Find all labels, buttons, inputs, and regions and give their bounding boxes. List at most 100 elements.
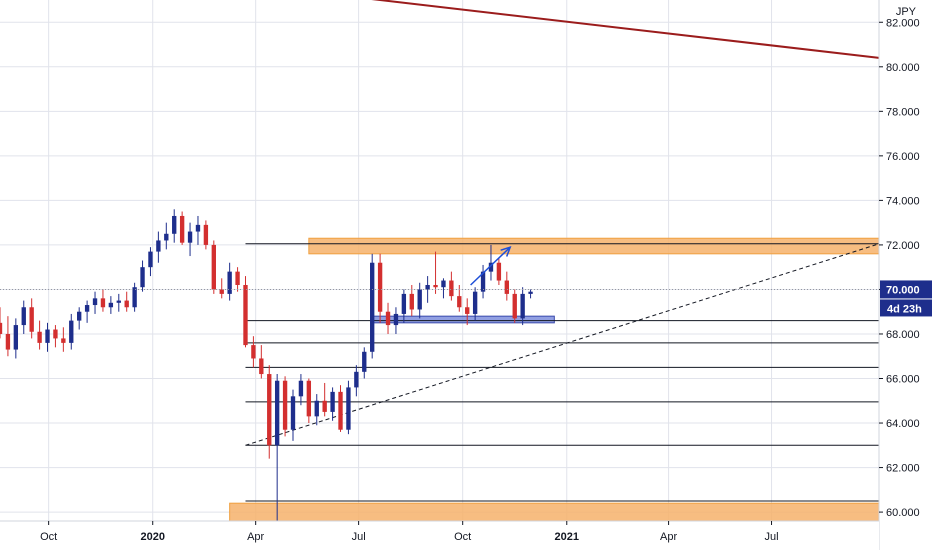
candle-up xyxy=(156,240,161,252)
candle-down xyxy=(61,338,66,343)
candle-up xyxy=(84,305,90,312)
candle-down xyxy=(29,307,34,332)
candle-up xyxy=(132,287,137,308)
candle-up xyxy=(330,391,335,412)
candle-down xyxy=(385,311,391,326)
candle-up xyxy=(393,313,399,326)
candle-down xyxy=(322,400,327,412)
candle-up xyxy=(108,302,114,308)
candle-up xyxy=(425,284,430,290)
time-tick-label: Apr xyxy=(247,531,264,543)
candle-up xyxy=(488,262,494,272)
candle-down xyxy=(496,262,502,281)
candle-up xyxy=(362,351,367,372)
support-zone xyxy=(229,502,880,522)
candle-up xyxy=(69,320,74,343)
price-tick-label: 66.000 xyxy=(886,374,920,386)
candle-up xyxy=(346,387,351,430)
current-price-badge xyxy=(880,280,932,299)
candle-up xyxy=(195,224,201,232)
price-tick-label: 68.000 xyxy=(886,329,920,341)
candle-up xyxy=(116,300,121,303)
price-badges: 70.000 4d 23h xyxy=(0,280,932,317)
candle-up xyxy=(274,380,280,446)
candle-down xyxy=(504,280,509,294)
candle-up xyxy=(401,293,407,314)
resistance-zone xyxy=(308,237,880,255)
dashed-trendline xyxy=(245,243,880,446)
time-tick-label: Oct xyxy=(40,531,57,543)
candle-down xyxy=(100,298,106,308)
arrow-head xyxy=(500,245,512,257)
candle-down xyxy=(235,271,240,285)
candle-up xyxy=(441,280,446,288)
trendline-drawings xyxy=(245,0,880,446)
candle-down xyxy=(203,224,209,245)
arrow-shaft xyxy=(470,246,511,286)
candle-down xyxy=(53,329,58,339)
candle-up xyxy=(21,307,26,326)
zone-drawings xyxy=(229,237,880,522)
price-tick-label: 76.000 xyxy=(886,151,920,163)
candle-up xyxy=(480,271,486,292)
candle-down xyxy=(338,391,343,430)
red-trendline xyxy=(371,0,880,59)
candle-up xyxy=(92,298,98,306)
candle-up xyxy=(148,251,153,268)
time-tick-label: Oct xyxy=(454,531,471,543)
candle-down xyxy=(267,374,272,446)
time-tick-label: Jul xyxy=(764,531,778,543)
candle-down xyxy=(465,307,470,314)
candle-down xyxy=(259,358,264,375)
time-tick-label: 2021 xyxy=(555,531,579,543)
candle-down xyxy=(124,300,129,308)
candle-up xyxy=(187,231,193,243)
countdown-badge xyxy=(880,299,932,317)
candle-up xyxy=(45,329,50,343)
candle-up xyxy=(140,267,145,288)
price-tick-label: 74.000 xyxy=(886,195,920,207)
candle-up xyxy=(354,371,359,388)
candle-up xyxy=(13,325,19,350)
candle-down xyxy=(211,244,216,290)
candle-up xyxy=(227,271,232,294)
candle-up xyxy=(528,291,533,294)
candle-down xyxy=(282,380,288,430)
price-tick-label: 64.000 xyxy=(886,418,920,430)
candle-down xyxy=(219,289,224,294)
candle-down xyxy=(512,293,517,319)
price-tick-label: 82.000 xyxy=(886,17,920,29)
time-axis-bg xyxy=(0,521,879,550)
candle-down xyxy=(377,262,383,312)
current-price-label: 70.000 xyxy=(886,284,920,296)
currency-label-bg xyxy=(887,4,921,18)
candle-down xyxy=(5,333,11,350)
candle-up xyxy=(172,215,177,234)
price-tick-label: 80.000 xyxy=(886,62,920,74)
candle-down xyxy=(457,296,462,308)
candle-down xyxy=(243,284,248,346)
currency-label: JPY xyxy=(896,6,917,18)
candlestick-series xyxy=(0,209,533,521)
candle-down xyxy=(37,331,42,343)
time-axis[interactable]: Oct 2020 Apr Jul Oct 2021 Apr Jul xyxy=(0,520,879,550)
grid-lines xyxy=(0,0,879,521)
price-tick-label: 62.000 xyxy=(886,463,920,475)
candle-down xyxy=(306,380,312,417)
price-axis[interactable]: 60.000 62.000 64.000 66.000 68.000 70.000 72.0… xyxy=(878,0,932,550)
price-tick-label: 78.000 xyxy=(886,106,920,118)
candle-down xyxy=(449,280,454,297)
candle-down xyxy=(433,284,438,288)
candle-down xyxy=(179,215,185,243)
time-tick-label: 2020 xyxy=(140,531,164,543)
arrow-drawing xyxy=(470,245,512,286)
candle-down xyxy=(409,293,414,310)
candle-up xyxy=(370,262,375,352)
candle-up xyxy=(290,396,296,430)
countdown-label: 4d 23h xyxy=(887,303,922,315)
price-tick-label: 72.000 xyxy=(886,240,920,252)
candle-up xyxy=(520,293,525,319)
time-tick-label: Jul xyxy=(352,531,366,543)
price-tick-label: 60.000 xyxy=(886,507,920,519)
